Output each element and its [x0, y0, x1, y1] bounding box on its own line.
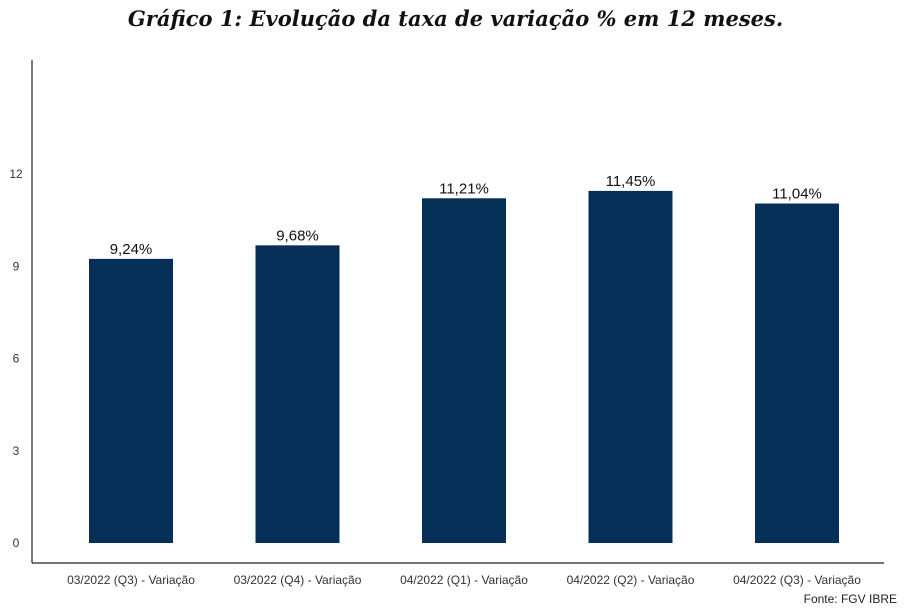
data-labels: 9,24% 9,68% 11,21% 11,45% 11,04% — [110, 173, 822, 258]
data-label: 9,68% — [276, 227, 319, 244]
y-axis-ticks: 0 3 6 9 12 — [9, 167, 23, 550]
x-tick-label: 04/2022 (Q2) - Variação — [567, 573, 695, 587]
y-tick-label: 6 — [13, 352, 20, 366]
y-tick-label: 0 — [13, 536, 20, 550]
bar — [755, 203, 839, 543]
data-label: 9,24% — [110, 241, 153, 258]
x-axis-ticks: 03/2022 (Q3) - Variação 03/2022 (Q4) - Va… — [67, 573, 861, 587]
x-tick-label: 04/2022 (Q3) - Variação — [733, 573, 861, 587]
bar — [255, 245, 340, 543]
x-tick-label: 03/2022 (Q3) - Variação — [67, 573, 195, 587]
data-label: 11,21% — [439, 180, 489, 197]
chart-source: Fonte: FGV IBRE — [803, 592, 897, 606]
y-tick-label: 12 — [9, 167, 23, 181]
chart-title: Gráfico 1: Evolução da taxa de variação … — [127, 6, 784, 31]
data-label: 11,45% — [606, 173, 656, 190]
y-tick-label: 9 — [13, 259, 20, 273]
y-tick-label: 3 — [13, 444, 20, 458]
x-tick-label: 03/2022 (Q4) - Variação — [234, 573, 362, 587]
bar — [588, 190, 673, 543]
bar — [422, 198, 506, 544]
bar — [89, 258, 173, 543]
data-label: 11,04% — [772, 186, 822, 203]
bars — [89, 190, 839, 544]
x-tick-label: 04/2022 (Q1) - Variação — [400, 573, 528, 587]
